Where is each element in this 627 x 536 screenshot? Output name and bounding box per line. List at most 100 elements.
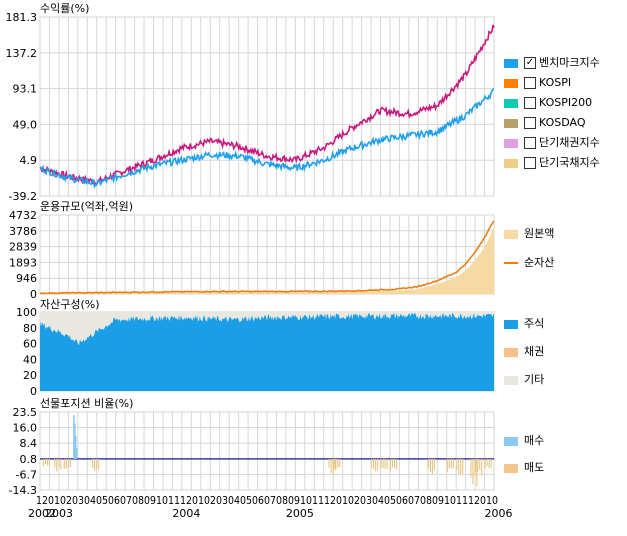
checkbox-icon[interactable] — [524, 77, 536, 89]
x-year-label: 2006 — [485, 507, 513, 520]
legend-swatch — [504, 347, 518, 357]
sell-bar — [488, 458, 490, 469]
legend-label: 단기채권지수 — [539, 136, 600, 149]
y-tick-label: 4.9 — [20, 154, 38, 167]
y-tick-label: 137.2 — [6, 47, 38, 60]
legend-label: 매도 — [524, 461, 545, 474]
y-tick-label: 946 — [16, 272, 37, 285]
sell-bar — [446, 458, 448, 472]
returns-title: 수익률(%) — [40, 2, 90, 15]
checkbox-icon[interactable] — [524, 137, 536, 149]
net-assets-line — [39, 220, 495, 295]
legend-swatch — [504, 98, 518, 108]
sell-bar — [375, 458, 377, 472]
y-tick-label: 16.0 — [13, 421, 38, 434]
y-tick-label: 49.0 — [13, 118, 38, 131]
y-tick-label: 0.8 — [20, 453, 38, 466]
legend-other: 기타 — [504, 374, 544, 386]
sell-bar — [330, 458, 332, 473]
futures-title: 선물포지션 비율(%) — [40, 397, 134, 410]
x-year-label: 2002 — [28, 507, 56, 520]
legend-kospi[interactable]: KOSPI — [504, 77, 571, 89]
sell-bar — [386, 458, 388, 469]
y-tick-label: 20 — [23, 369, 37, 382]
series-line — [39, 88, 495, 189]
legend-label: 단기국채지수 — [539, 156, 600, 169]
sell-bar — [373, 458, 375, 470]
sell-bar — [476, 458, 478, 487]
legend-swatch — [504, 229, 518, 239]
sell-bar — [382, 458, 384, 468]
checkbox-icon[interactable] — [524, 97, 536, 109]
sell-bar — [393, 458, 396, 468]
sell-bar — [484, 458, 486, 469]
sell-bar — [44, 458, 47, 465]
sell-bar — [337, 458, 339, 468]
legend-label: 기타 — [524, 373, 545, 386]
x-month-labels: 1201020304050607080910111201020304050607… — [36, 494, 498, 507]
buy-bar — [74, 423, 76, 459]
y-tick-label: 40 — [23, 353, 37, 366]
legend-short-treasury[interactable]: 단기국채지수 — [504, 157, 600, 169]
legend-line — [504, 262, 518, 264]
sell-bar — [490, 458, 492, 468]
legend-short-bond[interactable]: 단기채권지수 — [504, 137, 600, 149]
legend-label: KOSDAQ — [539, 116, 586, 129]
legend-swatch — [504, 118, 518, 128]
sell-bar — [48, 458, 51, 466]
y-tick-label: 23.5 — [13, 406, 38, 419]
sell-bar — [46, 458, 49, 466]
composition-title: 자산구성(%) — [40, 298, 100, 311]
legend-swatch — [504, 319, 518, 329]
sell-bar — [427, 458, 429, 469]
legend-swatch — [504, 436, 518, 446]
sell-bar — [42, 458, 45, 467]
y-tick-label: 0 — [30, 288, 37, 301]
legend-kosdaq[interactable]: KOSDAQ — [504, 117, 586, 129]
y-tick-label: -39.2 — [9, 190, 37, 203]
sell-bar — [460, 458, 462, 475]
buy-bar — [73, 415, 75, 459]
checkbox-icon[interactable]: ✓ — [524, 57, 536, 69]
sell-bar — [60, 458, 62, 470]
sell-bar — [458, 458, 460, 474]
y-tick-label: -14.3 — [9, 484, 37, 497]
sell-bar — [339, 458, 341, 468]
sell-bar — [431, 458, 433, 475]
sell-bar — [328, 458, 330, 468]
legend-sell: 매도 — [504, 462, 544, 474]
legend-swatch — [504, 158, 518, 168]
legend-benchmark[interactable]: ✓ 벤치마크지수 — [504, 57, 600, 69]
legend-bond: 채권 — [504, 346, 544, 358]
x-year-label: 2003 — [45, 507, 73, 520]
checkbox-icon[interactable] — [524, 157, 536, 169]
sell-bar — [472, 458, 474, 485]
aum-title: 운용규모(억좌,억원) — [40, 200, 134, 213]
sell-bar — [481, 458, 483, 476]
legend-principal: 원본액 — [504, 228, 554, 240]
stock-area — [40, 312, 494, 391]
sell-bar — [67, 458, 69, 468]
legend-swatch — [504, 58, 518, 68]
y-tick-label: 93.1 — [13, 83, 38, 96]
sell-bar — [54, 458, 56, 468]
sell-bar — [371, 458, 373, 468]
y-tick-label: 80 — [23, 322, 37, 335]
sell-bar — [69, 458, 71, 468]
sell-bar — [377, 458, 379, 470]
checkbox-icon[interactable] — [524, 117, 536, 129]
sell-bar — [391, 458, 394, 468]
sell-bar — [63, 458, 65, 469]
series-line — [39, 24, 495, 187]
legend-swatch — [504, 463, 518, 473]
sell-bar — [65, 458, 67, 469]
sell-bar — [475, 458, 477, 472]
legend-label: KOSPI200 — [539, 96, 593, 109]
legend-label: 순자산 — [524, 256, 555, 269]
sell-bar — [389, 458, 392, 471]
sell-bar — [429, 458, 431, 473]
legend-kospi200[interactable]: KOSPI200 — [504, 97, 592, 109]
buy-bar — [75, 448, 78, 459]
sell-bar — [477, 458, 479, 472]
